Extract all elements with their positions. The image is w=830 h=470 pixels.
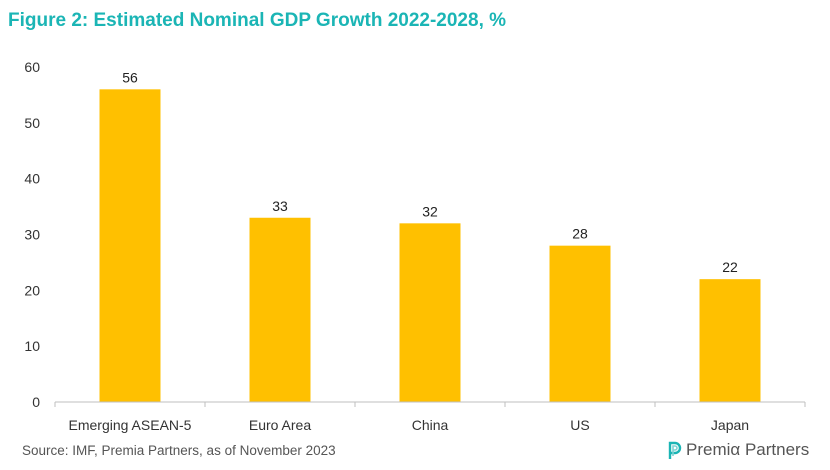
data-label: 33: [272, 198, 288, 214]
bars: [99, 89, 761, 402]
y-tick-label: 50: [24, 115, 40, 131]
x-axis-ticks: Emerging ASEAN-5 Euro Area China US Japan: [54, 402, 806, 433]
data-label: 22: [722, 259, 738, 275]
data-label: 28: [572, 226, 588, 242]
logo-text: Premiα Partners: [686, 440, 810, 459]
x-tick-label: Japan: [711, 417, 749, 433]
data-label: 32: [422, 203, 438, 219]
y-tick-label: 30: [24, 227, 40, 243]
y-tick-label: 20: [24, 282, 40, 298]
y-axis-ticks: 0 10 20 30 40 50 60: [24, 59, 40, 410]
bar: [399, 223, 461, 402]
y-tick-label: 40: [24, 171, 40, 187]
bar: [549, 245, 611, 402]
x-tick-label: Emerging ASEAN-5: [69, 417, 192, 433]
chart-title: Figure 2: Estimated Nominal GDP Growth 2…: [8, 10, 507, 31]
x-tick-label: Euro Area: [249, 417, 311, 433]
y-tick-label: 0: [32, 394, 40, 410]
data-label: 56: [122, 69, 138, 85]
premia-p-icon: [668, 441, 682, 459]
bar: [699, 279, 761, 402]
bar: [249, 217, 311, 402]
y-tick-label: 60: [24, 59, 40, 75]
data-labels: 56 33 32 28 22: [122, 69, 738, 275]
x-tick-label: US: [570, 417, 589, 433]
source-note: Source: IMF, Premia Partners, as of Nove…: [22, 443, 336, 458]
bar: [99, 89, 161, 402]
y-tick-label: 10: [24, 338, 40, 354]
x-tick-label: China: [412, 417, 449, 433]
brand-logo: Premiα Partners: [666, 440, 809, 460]
